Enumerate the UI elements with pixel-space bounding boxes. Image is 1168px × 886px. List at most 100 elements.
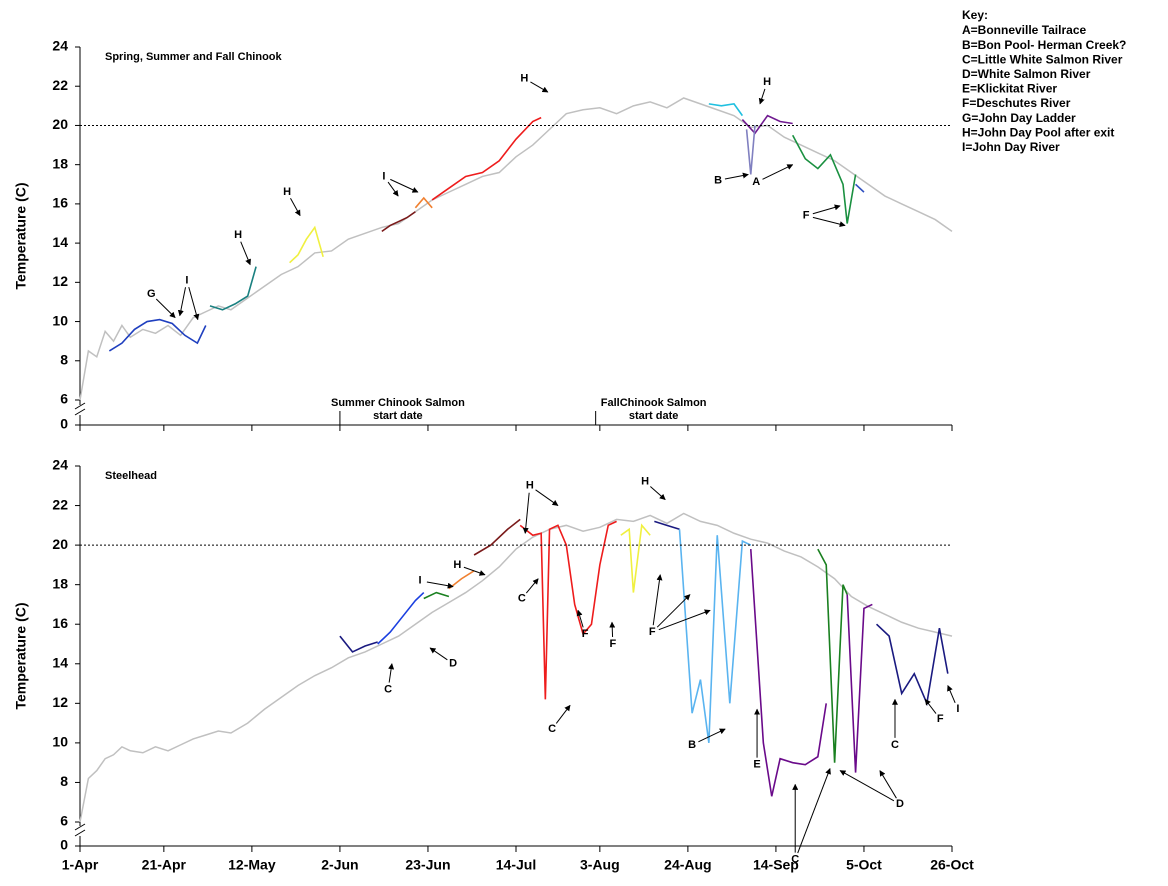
annotation-arrow — [797, 768, 831, 854]
y-tick-label: 18 — [52, 575, 68, 591]
annotation: E — [753, 759, 760, 771]
annotation-arrow — [609, 621, 616, 638]
annotation: A — [752, 176, 760, 188]
annotation: H — [234, 229, 242, 241]
annotation-arrow — [390, 178, 419, 193]
annotation: G — [147, 288, 156, 300]
x-tick-label: 14-Jul — [496, 857, 536, 873]
x-tick-label: 21-Apr — [142, 857, 187, 873]
annotation: D — [896, 798, 904, 810]
x-tick-label: 26-Oct — [930, 857, 974, 873]
series-line — [209, 266, 257, 311]
series-line — [339, 635, 378, 653]
panel-title: Steelhead — [105, 470, 157, 482]
series-line — [79, 512, 953, 823]
annotation-arrow — [924, 698, 937, 714]
annotation: B — [688, 739, 696, 751]
series-line — [519, 520, 617, 700]
x-tick-label: 23-Jun — [405, 857, 450, 873]
panel-title: Spring, Summer and Fall Chinook — [105, 51, 283, 63]
series-line — [846, 594, 873, 773]
x-tick-label: 2-Jun — [321, 857, 358, 873]
y-tick-label: 16 — [52, 615, 68, 631]
x-tick-label: 5-Oct — [846, 857, 882, 873]
annotation-arrow — [177, 287, 187, 317]
annotation: C — [891, 739, 899, 751]
annotation-arrow — [656, 594, 691, 628]
annotation-arrow — [812, 204, 841, 215]
annotation-arrow — [188, 286, 200, 321]
x-tick-label: 1-Apr — [62, 857, 99, 873]
annotation-arrow — [522, 492, 530, 534]
annotation-arrow — [525, 578, 539, 594]
key-item: D=White Salmon River — [962, 67, 1091, 81]
series-line — [620, 523, 651, 593]
marker-label: start date — [373, 410, 423, 422]
series-line — [289, 225, 324, 264]
key-item: A=Bonneville Tailrace — [962, 23, 1086, 37]
annotation: H — [520, 72, 528, 84]
annotation-arrow — [658, 609, 711, 631]
annotation: D — [449, 658, 457, 670]
series-line — [817, 548, 848, 763]
series-line — [741, 114, 793, 135]
annotation: C — [548, 723, 556, 735]
annotation: I — [956, 703, 959, 715]
annotation-arrow — [429, 647, 448, 661]
y-axis-label: Temperature (C) — [13, 602, 29, 709]
annotation: C — [518, 592, 526, 604]
key-item: F=Deschutes River — [962, 96, 1071, 110]
y-tick-label: 14 — [52, 654, 68, 670]
annotation-arrow — [758, 88, 766, 105]
annotation-arrow — [879, 770, 897, 799]
series-line — [708, 103, 744, 117]
y-break-label: 0 — [60, 837, 68, 853]
annotation: B — [714, 174, 722, 186]
marker-label: start date — [629, 410, 679, 422]
annotation: I — [382, 170, 385, 182]
series-line — [654, 520, 680, 531]
annotation-arrow — [576, 609, 584, 628]
annotation-arrow — [535, 489, 559, 506]
annotation-arrow — [762, 164, 794, 180]
series-line — [875, 623, 949, 707]
y-break-label: 0 — [60, 416, 68, 432]
series-line — [79, 97, 953, 401]
series-line — [678, 529, 752, 743]
annotation-arrow — [724, 172, 749, 180]
series-line — [473, 518, 521, 556]
annotation-arrow — [555, 704, 571, 724]
y-tick-label: 18 — [52, 155, 68, 171]
series-line — [423, 591, 450, 600]
annotation: F — [609, 638, 616, 650]
y-tick-label: 6 — [60, 391, 68, 407]
y-tick-label: 6 — [60, 813, 68, 829]
x-tick-label: 24-Aug — [664, 857, 711, 873]
axis-break — [74, 402, 86, 410]
annotation-arrow — [698, 728, 726, 743]
series-line — [377, 591, 425, 645]
y-tick-label: 20 — [52, 536, 68, 552]
key-title: Key: — [962, 8, 988, 22]
y-tick-label: 24 — [52, 38, 68, 54]
annotation-arrow — [388, 663, 395, 683]
y-tick-label: 22 — [52, 496, 68, 512]
annotation-arrow — [463, 566, 486, 576]
y-tick-label: 8 — [60, 773, 68, 789]
annotation-arrow — [947, 684, 956, 704]
annotation: H — [526, 480, 534, 492]
series-line — [381, 211, 416, 232]
series-line — [431, 116, 542, 201]
annotation: H — [453, 559, 461, 571]
key-item: C=Little White Salmon River — [962, 52, 1123, 66]
annotation: C — [384, 683, 392, 695]
y-tick-label: 22 — [52, 77, 68, 93]
annotation: H — [763, 76, 771, 88]
x-tick-label: 12-May — [228, 857, 276, 873]
marker-label: Summer Chinook Salmon — [331, 397, 465, 409]
axis-break — [74, 829, 86, 837]
annotation: F — [937, 713, 944, 725]
annotation: H — [283, 186, 291, 198]
y-tick-label: 12 — [52, 694, 68, 710]
annotation: I — [418, 575, 421, 587]
